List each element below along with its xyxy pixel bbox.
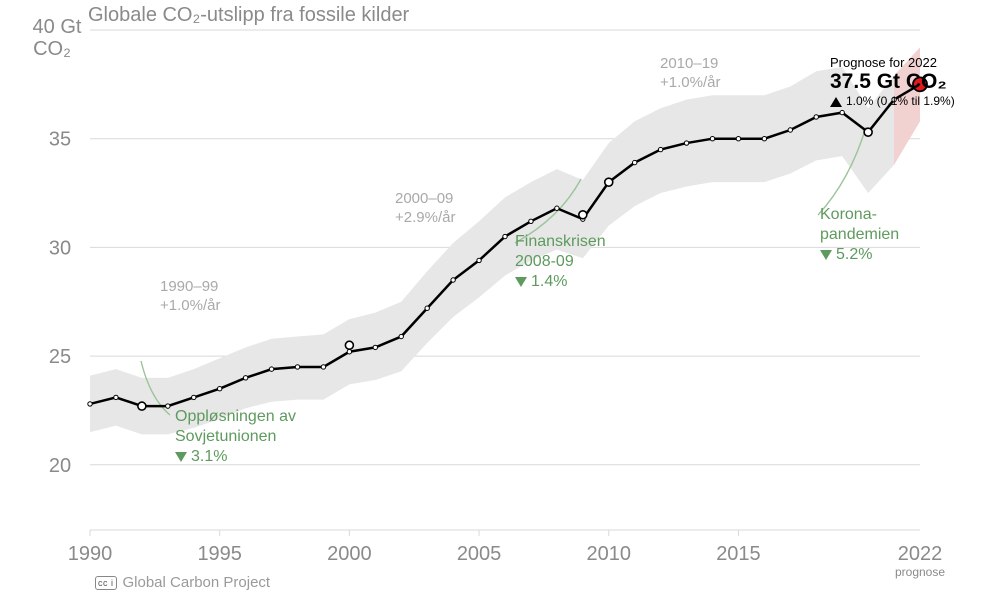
cc-icon: cc i <box>95 576 117 590</box>
event-label: Korona-pandemien5.2% <box>820 205 899 265</box>
triangle-down-icon <box>820 250 832 260</box>
prognosis-label: Prognose for 2022 <box>830 55 955 70</box>
triangle-up-icon <box>830 97 842 107</box>
svg-text:20: 20 <box>49 455 71 477</box>
event-label: Oppløsningen avSovjetunionen3.1% <box>175 407 296 467</box>
svg-text:prognose: prognose <box>895 565 945 579</box>
svg-text:35: 35 <box>49 129 71 151</box>
triangle-down-icon <box>175 452 187 462</box>
decade-label: 2010–19+1.0%/år <box>660 55 720 93</box>
event-label: Finanskrisen2008-091.4% <box>515 232 606 292</box>
prognosis-delta: 1.0% (0.1% til 1.9%) <box>830 94 955 108</box>
svg-text:2005: 2005 <box>457 543 502 565</box>
svg-text:2000: 2000 <box>327 543 372 565</box>
decade-label: 1990–99+1.0%/år <box>160 278 220 316</box>
co2-emissions-chart: 20 25 30 35 40 GtCO₂ 1990 1995 2000 2005 2010 2015… <box>0 0 1000 600</box>
svg-text:1995: 1995 <box>197 543 242 565</box>
svg-text:30: 30 <box>49 237 71 259</box>
prognosis-box: Prognose for 2022 37.5 Gt CO₂ 1.0% (0.1%… <box>830 55 955 108</box>
svg-text:2015: 2015 <box>716 543 761 565</box>
svg-text:1990: 1990 <box>68 543 113 565</box>
svg-text:CO₂: CO₂ <box>33 38 71 60</box>
triangle-down-icon <box>515 277 527 287</box>
svg-text:2010: 2010 <box>587 543 632 565</box>
attribution: cc i Global Carbon Project <box>95 574 270 591</box>
chart-title: Globale CO₂-utslipp fra fossile kilder <box>88 4 409 27</box>
svg-text:25: 25 <box>49 346 71 368</box>
decade-label: 2000–09+2.9%/år <box>395 190 455 228</box>
svg-text:2022: 2022 <box>898 543 943 565</box>
svg-text:40 Gt: 40 Gt <box>33 16 82 38</box>
source-label: Global Carbon Project <box>123 574 271 591</box>
prognosis-value: 37.5 Gt CO₂ <box>830 70 955 94</box>
